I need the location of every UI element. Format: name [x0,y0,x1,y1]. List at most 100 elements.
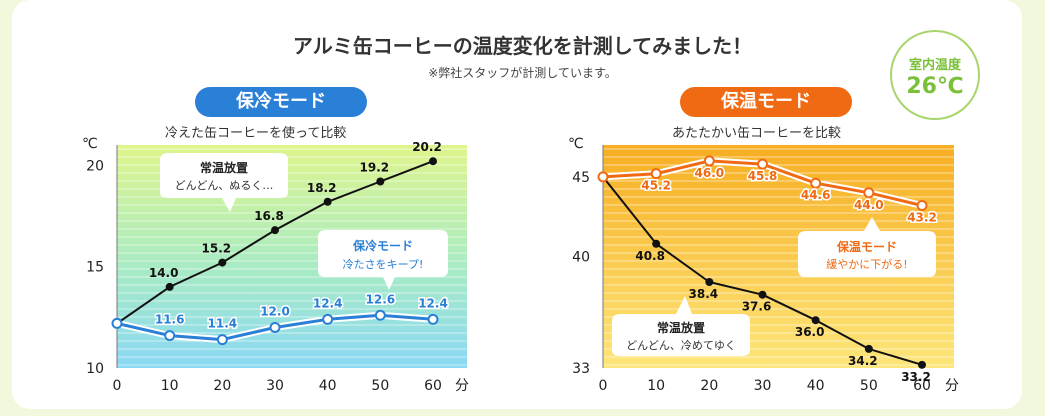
warm-chart-ticks: 33 40 45 0 10 20 30 40 50 60 [572,170,931,394]
cold-series-point-1 [269,321,281,333]
cold-callout-mode-title: 保冷モード [352,238,413,253]
warm-data-label: 45.8 [748,169,778,183]
warm-series-point-1 [757,158,768,170]
cold-x-tick: 40 [319,378,337,394]
warm-data-label: 46.0 [695,166,725,180]
cold-x-tick: 50 [371,378,389,394]
cold-chart-y-unit: ℃ [82,136,98,152]
page-title: アルミ缶コーヒーの温度変化を計測してみました！ [292,34,753,58]
warm-y-tick: 45 [572,170,590,186]
warm-series-point-0 [758,290,767,299]
cold-data-label: 11.4 [208,317,238,331]
warm-data-label: 43.2 [907,211,937,225]
warm-data-label: 44.0 [854,198,884,212]
warm-y-tick: 40 [572,250,590,266]
warm-x-tick: 10 [647,378,665,394]
cold-series-point-0 [429,157,437,166]
warm-series-point-1 [703,155,715,167]
cold-callout-normal-title: 常温放置 [200,160,248,175]
cold-chart-series: 14.0 15.2 16.8 18.2 19.2 20.2 11.6 11.4 12.0 12.4… [111,140,449,346]
cold-series-point-1 [111,317,123,329]
warm-chart-x-unit: 分 [945,378,959,394]
cold-series-point-0 [323,197,332,206]
cold-chart-x-unit: 分 [455,378,469,394]
cold-data-label: 14.0 [149,266,179,280]
cold-y-tick: 15 [86,260,104,276]
cold-x-tick: 60 [424,378,442,394]
warm-x-tick: 20 [700,378,718,394]
warm-callout-mode-title: 保温モード [836,239,897,254]
cold-series-point-1 [374,309,386,321]
warm-data-label: 44.6 [801,188,831,202]
warm-series-point-0 [918,360,926,369]
warm-callout-normal-title: 常温放置 [657,320,705,335]
warm-series-point-0 [705,277,714,286]
cold-callout-normal: 常温放置 どんどん、ぬるく… [160,153,288,212]
warm-callout-normal: 常温放置 どんどん、冷めてゆく [612,296,750,356]
warm-callout-normal-text: どんどん、冷めてゆく [626,339,736,352]
cold-x-tick: 30 [266,378,284,394]
cold-data-label: 16.8 [254,209,284,223]
warm-chart-series: 40.8 38.4 37.6 36.0 34.2 33.2 45.2 46.0 45.8 44.6… [597,155,938,384]
cold-data-label: 12.0 [260,304,290,318]
cold-data-label: 19.2 [360,160,390,174]
cold-data-label: 15.2 [202,242,232,256]
cold-y-tick: 20 [86,158,104,174]
cold-chart: ℃ 分 10 15 20 0 10 20 30 40 50 60 14.0 15.2 16.8 18.2… [82,136,469,394]
cold-data-label: 18.2 [307,181,337,195]
warm-mode-pill: 保温モード [680,87,852,117]
cold-series-point-1 [164,330,176,342]
warm-x-tick: 50 [860,378,878,394]
cold-series-point-0 [376,177,385,186]
room-temperature-value: 26℃ [906,74,964,99]
cold-data-label: 12.6 [366,292,396,306]
warm-chart-y-unit: ℃ [568,136,584,152]
warm-data-label: 40.8 [635,249,665,263]
warm-series-point-1 [810,177,822,189]
warm-y-tick: 33 [572,361,590,377]
cold-y-tick: 10 [86,361,104,377]
warm-x-tick: 40 [807,378,825,394]
warm-x-tick: 30 [754,378,772,394]
cold-x-tick: 10 [161,378,179,394]
cold-series-point-0 [218,258,227,267]
warm-series-point-0 [811,316,820,325]
cold-callout-normal-text: どんどん、ぬるく… [175,179,274,192]
cold-x-tick: 20 [213,378,231,394]
warm-chart: ℃ 分 33 40 45 0 10 20 30 40 50 60 40.8 38.4 37.6 36.0… [568,136,959,394]
cold-callout-mode: 保冷モード 冷たさをキープ! [318,230,448,290]
cold-x-tick: 0 [113,378,122,394]
warm-series-point-1 [916,200,928,212]
warm-data-label: 33.2 [901,370,931,384]
warm-series-point-0 [864,344,873,353]
warm-series-point-0 [652,239,661,248]
warm-data-label: 34.2 [848,354,878,368]
cold-series-point-1 [216,334,228,346]
warm-callout-mode: 保温モード 緩やかに下がる! [798,217,936,277]
cold-mode-description: 冷えた缶コーヒーを使って比較 [165,126,347,141]
warm-series-point-1 [863,187,875,199]
warm-x-tick: 0 [599,378,608,394]
room-temperature-label: 室内温度 [908,58,961,73]
warm-data-label: 45.2 [641,179,671,193]
warm-x-tick: 60 [913,378,931,394]
cold-callout-mode-text: 冷たさをキープ! [343,258,424,271]
cold-data-label: 20.2 [412,140,442,154]
cold-data-label: 12.4 [313,296,343,310]
cold-series-point-0 [271,226,279,235]
cold-series-point-1 [427,313,439,325]
room-temperature-badge: 室内温度 26℃ [890,30,980,120]
cold-series-point-1 [322,313,334,325]
warm-callout-mode-text: 緩やかに下がる! [826,257,907,271]
cold-chart-ticks: 10 15 20 0 10 20 30 40 50 60 [86,158,442,394]
warm-series-point-1 [597,171,609,183]
page-subtitle: ※弊社スタッフが計測しています。 [428,66,617,80]
cold-series-point-0 [165,282,174,291]
warm-data-label: 36.0 [795,325,825,339]
warm-mode-description: あたたかい缶コーヒーを比較 [672,126,842,141]
cold-data-label: 11.6 [155,313,185,327]
warm-data-label: 37.6 [742,300,772,314]
warm-data-label: 38.4 [689,287,719,301]
cold-data-label: 12.4 [418,296,448,310]
